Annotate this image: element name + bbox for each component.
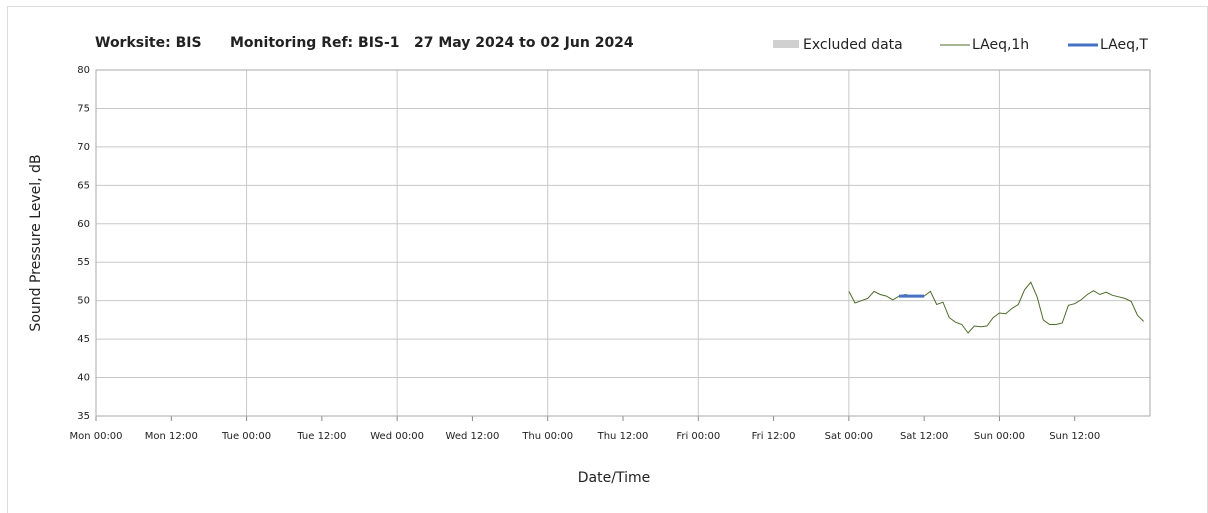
series-line — [848, 281, 1145, 334]
y-tick-label: 70 — [77, 142, 90, 153]
x-tick-label: Mon 00:00 — [69, 431, 122, 442]
legend-swatch — [773, 40, 799, 48]
x-tick-label: Thu 00:00 — [521, 431, 573, 442]
x-tick-label: Sun 00:00 — [974, 431, 1025, 442]
x-tick-label: Wed 12:00 — [446, 431, 500, 442]
x-tick-label: Fri 00:00 — [676, 431, 720, 442]
x-tick-label: Thu 12:00 — [597, 431, 649, 442]
y-tick-label: 65 — [77, 180, 90, 191]
y-tick-label: 45 — [77, 334, 90, 345]
x-tick-label: Sat 00:00 — [825, 431, 873, 442]
chart-title: Worksite: BIS — [95, 35, 202, 51]
x-tick-label: Wed 00:00 — [370, 431, 424, 442]
x-tick-label: Fri 12:00 — [752, 431, 796, 442]
y-axis-label: Sound Pressure Level, dB — [28, 154, 44, 331]
chart-title: 27 May 2024 to 02 Jun 2024 — [414, 35, 634, 51]
y-tick-label: 60 — [77, 219, 90, 230]
y-tick-label: 35 — [77, 411, 90, 422]
x-axis-label: Date/Time — [578, 470, 650, 486]
plot-border — [95, 69, 1151, 417]
y-tick-label: 75 — [77, 103, 90, 114]
x-tick-label: Mon 12:00 — [145, 431, 198, 442]
chart-title: Monitoring Ref: BIS-1 — [230, 35, 400, 51]
legend-label: LAeq,1h — [972, 37, 1029, 53]
legend-label: Excluded data — [803, 37, 903, 53]
x-tick-label: Sat 12:00 — [900, 431, 948, 442]
y-tick-label: 40 — [77, 373, 90, 384]
y-tick-label: 80 — [77, 65, 90, 76]
y-tick-label: 55 — [77, 257, 90, 268]
x-tick-label: Tue 00:00 — [221, 431, 271, 442]
legend-label: LAeq,T — [1100, 37, 1148, 53]
x-tick-label: Tue 12:00 — [296, 431, 346, 442]
y-tick-label: 50 — [77, 296, 90, 307]
x-tick-label: Sun 12:00 — [1049, 431, 1100, 442]
